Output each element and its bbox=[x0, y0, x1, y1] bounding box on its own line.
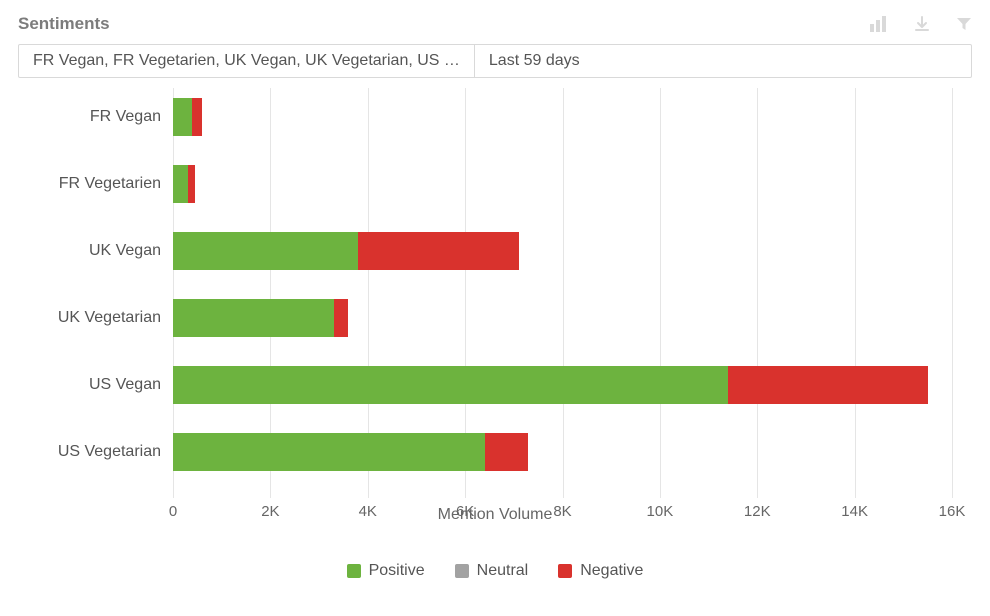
bar-segment-negative[interactable] bbox=[485, 433, 529, 471]
bar-segment-negative[interactable] bbox=[358, 232, 519, 270]
bar-stack[interactable] bbox=[173, 366, 928, 404]
bar-segment-positive[interactable] bbox=[173, 299, 334, 337]
bar-stack[interactable] bbox=[173, 299, 348, 337]
legend-item-neutral[interactable]: Neutral bbox=[455, 562, 529, 580]
widget-header: Sentiments bbox=[18, 10, 972, 38]
bar-segment-positive[interactable] bbox=[173, 232, 358, 270]
x-axis-label: Mention Volume bbox=[18, 506, 972, 524]
sentiments-widget: Sentiments FR Veg bbox=[0, 0, 990, 616]
filter-queries[interactable]: FR Vegan, FR Vegetarien, UK Vegan, UK Ve… bbox=[19, 45, 474, 77]
legend: Positive Neutral Negative bbox=[18, 562, 972, 580]
gridline bbox=[952, 88, 953, 498]
legend-item-positive[interactable]: Positive bbox=[347, 562, 425, 580]
legend-swatch bbox=[558, 564, 572, 578]
widget-title: Sentiments bbox=[18, 14, 110, 34]
bar-stack[interactable] bbox=[173, 433, 528, 471]
bar-chart-icon[interactable] bbox=[870, 16, 888, 32]
bar-segment-positive[interactable] bbox=[173, 366, 728, 404]
bar-segment-negative[interactable] bbox=[334, 299, 349, 337]
category-label: FR Vegan bbox=[18, 98, 161, 136]
bar-segment-positive[interactable] bbox=[173, 433, 485, 471]
bar-segment-negative[interactable] bbox=[728, 366, 928, 404]
legend-label: Negative bbox=[580, 562, 643, 580]
category-label: UK Vegan bbox=[18, 232, 161, 270]
gridline bbox=[563, 88, 564, 498]
bar-stack[interactable] bbox=[173, 98, 202, 136]
widget-toolbar bbox=[870, 16, 972, 32]
category-label: US Vegan bbox=[18, 366, 161, 404]
bar-segment-negative[interactable] bbox=[188, 165, 195, 203]
bar-stack[interactable] bbox=[173, 165, 195, 203]
legend-swatch bbox=[347, 564, 361, 578]
category-label: US Vegetarian bbox=[18, 433, 161, 471]
legend-item-negative[interactable]: Negative bbox=[558, 562, 643, 580]
bar-segment-positive[interactable] bbox=[173, 165, 188, 203]
gridline bbox=[757, 88, 758, 498]
legend-swatch bbox=[455, 564, 469, 578]
bar-segment-negative[interactable] bbox=[192, 98, 202, 136]
download-icon[interactable] bbox=[914, 16, 930, 32]
category-label: UK Vegetarian bbox=[18, 299, 161, 337]
chart-area: FR Vegan FR Vegetarien UK Vegan UK Vegetari… bbox=[18, 88, 972, 518]
bar-segment-positive[interactable] bbox=[173, 98, 192, 136]
category-label: FR Vegetarien bbox=[18, 165, 161, 203]
legend-label: Positive bbox=[369, 562, 425, 580]
gridline bbox=[660, 88, 661, 498]
gridline bbox=[855, 88, 856, 498]
filter-icon[interactable] bbox=[956, 16, 972, 32]
bar-stack[interactable] bbox=[173, 232, 519, 270]
legend-label: Neutral bbox=[477, 562, 529, 580]
filter-bar: FR Vegan, FR Vegetarien, UK Vegan, UK Ve… bbox=[18, 44, 972, 78]
filter-date-range[interactable]: Last 59 days bbox=[475, 45, 594, 77]
